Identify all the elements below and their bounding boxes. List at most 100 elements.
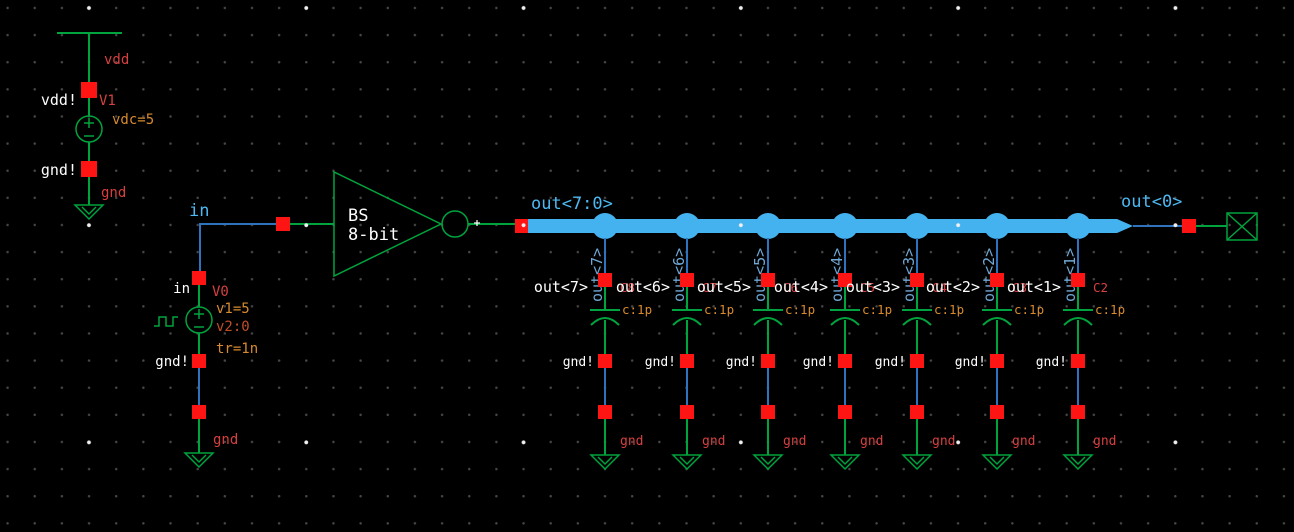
- cap-top-pin-square[interactable]: [598, 273, 612, 287]
- tr-param-label[interactable]: tr=1n: [216, 341, 258, 357]
- gnd-pin-square[interactable]: [761, 405, 775, 419]
- tap-net-label[interactable]: out<3>: [846, 278, 900, 296]
- gnd-pin-square[interactable]: [910, 405, 924, 419]
- v0-minus-pin-square[interactable]: [192, 354, 206, 368]
- cap-top-pin-square[interactable]: [1071, 273, 1085, 287]
- gnd-pin-square[interactable]: [598, 354, 612, 368]
- buffer-label-line1[interactable]: BS: [348, 206, 368, 226]
- gnd-pin-square[interactable]: [838, 354, 852, 368]
- gnd-stub-net-label[interactable]: gnd: [101, 185, 126, 201]
- gnd-stub-net-label[interactable]: gnd: [213, 432, 238, 448]
- cap-value-label[interactable]: c:1p: [1095, 302, 1125, 317]
- buffer-bs-8bit: BS 8-bit: [333, 170, 529, 278]
- cap-value-label[interactable]: c:1p: [622, 302, 652, 317]
- v1-instance-label[interactable]: V1: [99, 93, 116, 109]
- gnd-global-label[interactable]: gnd!: [645, 355, 676, 370]
- tap-net-label[interactable]: out<4>: [774, 278, 828, 296]
- buffer-input-pin-square[interactable]: [276, 217, 290, 231]
- gnd-pin-square[interactable]: [598, 405, 612, 419]
- gnd-symbol[interactable]: [981, 454, 1013, 471]
- tap-net-label[interactable]: out<5>: [697, 278, 751, 296]
- gnd-pin-square[interactable]: [990, 405, 1004, 419]
- vdc-param-label[interactable]: vdc=5: [112, 112, 154, 128]
- bus-start-pin-square[interactable]: [515, 219, 529, 233]
- gnd-global-label[interactable]: gnd!: [563, 355, 594, 370]
- out0-net-label[interactable]: out<0>: [1121, 192, 1182, 212]
- gnd-global-label[interactable]: gnd!: [955, 355, 986, 370]
- gnd-symbol[interactable]: [671, 454, 703, 471]
- bus-junction-dot[interactable]: [832, 213, 858, 239]
- cap-value-label[interactable]: c:1p: [704, 302, 734, 317]
- gnd-pin-square[interactable]: [990, 354, 1004, 368]
- gnd-pin-square[interactable]: [838, 405, 852, 419]
- bus-junction-dot[interactable]: [984, 213, 1010, 239]
- tap-net-label[interactable]: out<1>: [1007, 278, 1061, 296]
- vdd-stub-net-label[interactable]: vdd: [104, 52, 129, 68]
- bus-junction-dot[interactable]: [904, 213, 930, 239]
- v0-plus-pin-square[interactable]: [192, 271, 206, 285]
- bus-junction-dot[interactable]: [1065, 213, 1091, 239]
- gnd-symbol-inner: [837, 456, 853, 466]
- gnd-symbol-inner: [679, 456, 695, 466]
- gnd-pin-square[interactable]: [192, 405, 206, 419]
- in-net-label[interactable]: in: [189, 201, 209, 221]
- cap-value-label[interactable]: c:1p: [862, 302, 892, 317]
- gnd-pin-square[interactable]: [680, 405, 694, 419]
- tap-net-label[interactable]: out<7>: [534, 278, 588, 296]
- gnd-global-label[interactable]: gnd!: [875, 355, 906, 370]
- buffer-output-bubble[interactable]: [441, 210, 469, 238]
- cap-value-label[interactable]: c:1p: [1014, 302, 1044, 317]
- cap-top-pin-square[interactable]: [680, 273, 694, 287]
- gnd-symbol-inner: [909, 456, 925, 466]
- cap-instance-label[interactable]: C2: [1093, 280, 1108, 295]
- gnd-global-label[interactable]: gnd!: [1036, 355, 1067, 370]
- out0-pin-square[interactable]: [1182, 219, 1196, 233]
- v1-param-label[interactable]: v1=5: [216, 301, 250, 317]
- gnd-pin-square[interactable]: [81, 161, 97, 177]
- gnd-symbol[interactable]: [901, 454, 933, 471]
- in-wire[interactable]: [199, 223, 276, 271]
- buffer-label-line2[interactable]: 8-bit: [348, 225, 399, 245]
- gnd-stub-net-label[interactable]: gnd: [932, 434, 955, 449]
- gnd-pin-square[interactable]: [1071, 405, 1085, 419]
- gnd-symbol[interactable]: [73, 204, 105, 221]
- v0-instance-label[interactable]: V0: [212, 284, 229, 300]
- gnd-symbol[interactable]: [1062, 454, 1094, 471]
- v2-param-label[interactable]: v2:0: [216, 319, 250, 335]
- gnd-stub-net-label[interactable]: gnd: [1012, 434, 1035, 449]
- bus-junction-dot[interactable]: [674, 213, 700, 239]
- gnd-global-label[interactable]: gnd!: [803, 355, 834, 370]
- gnd-symbol[interactable]: [752, 454, 784, 471]
- output-pin-symbol[interactable]: [1226, 212, 1258, 241]
- vdd-pin-square[interactable]: [81, 82, 97, 98]
- v0-pin-label[interactable]: in: [173, 281, 190, 297]
- gnd-stub-net-label[interactable]: gnd: [702, 434, 725, 449]
- cap-top-pin-square[interactable]: [910, 273, 924, 287]
- gnd-stub-net-label[interactable]: gnd: [1093, 434, 1116, 449]
- gnd-symbol[interactable]: [589, 454, 621, 471]
- gnd-global-label[interactable]: gnd!: [41, 161, 77, 179]
- bus-junction-dot[interactable]: [592, 213, 618, 239]
- bus-junction-dot[interactable]: [755, 213, 781, 239]
- vdd-global-label[interactable]: vdd!: [41, 91, 77, 109]
- gnd-pin-square[interactable]: [680, 354, 694, 368]
- gnd-stub-net-label[interactable]: gnd: [620, 434, 643, 449]
- cap-value-label[interactable]: c:1p: [785, 302, 815, 317]
- gnd-stub-net-label[interactable]: gnd: [783, 434, 806, 449]
- cap-top-pin-square[interactable]: [990, 273, 1004, 287]
- bus-net-label[interactable]: out<7:0>: [531, 194, 613, 214]
- gnd-global-label[interactable]: gnd!: [155, 354, 189, 370]
- gnd-pin-square[interactable]: [910, 354, 924, 368]
- gnd-pin-square[interactable]: [761, 354, 775, 368]
- bus-wire[interactable]: [528, 219, 1133, 233]
- gnd-symbol[interactable]: [829, 454, 861, 471]
- tap-net-label[interactable]: out<2>: [926, 278, 980, 296]
- gnd-pin-square[interactable]: [1071, 354, 1085, 368]
- gnd-stub-net-label[interactable]: gnd: [860, 434, 883, 449]
- cap-value-label[interactable]: c:1p: [934, 302, 964, 317]
- gnd-global-label[interactable]: gnd!: [726, 355, 757, 370]
- gnd-symbol[interactable]: [183, 452, 215, 469]
- tap-net-label[interactable]: out<6>: [616, 278, 670, 296]
